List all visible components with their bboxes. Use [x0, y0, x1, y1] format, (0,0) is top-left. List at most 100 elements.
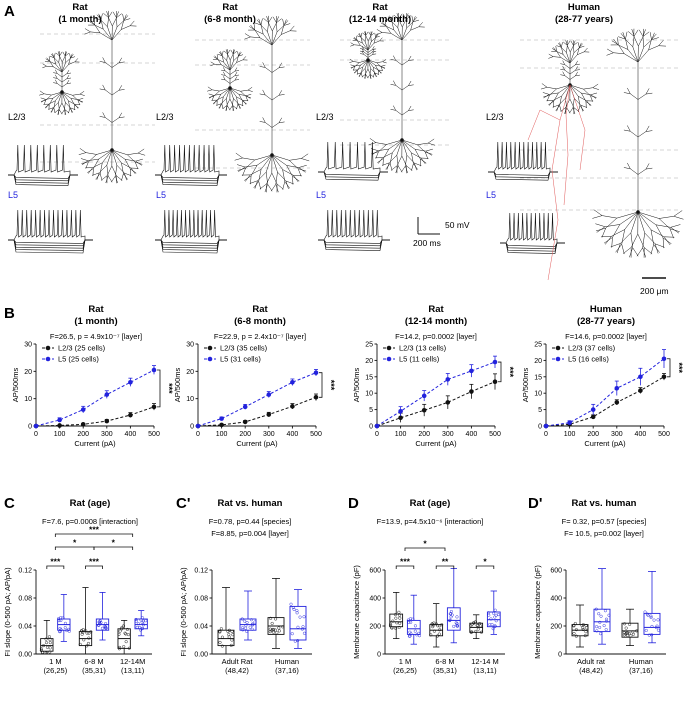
- category-label: 1 M: [49, 657, 62, 666]
- scale-um-label: 200 μm: [640, 286, 669, 296]
- data-dot: [622, 633, 626, 637]
- data-dot: [82, 638, 86, 642]
- data-dot: [389, 622, 393, 626]
- panel-c2-stat1: F=0.78, p=0.44 [species]: [209, 517, 292, 526]
- data-dot: [96, 623, 101, 627]
- panel-d-letter: D: [348, 495, 359, 512]
- data-dot: [626, 633, 630, 637]
- data-dot: [126, 633, 130, 637]
- trace-l23-col2: [155, 144, 227, 186]
- boxplot-C: 0.00 0.04 0.08 0.12 FI slope (0-500 pA; AP/p…: [3, 525, 152, 675]
- data-dot: [250, 622, 254, 626]
- data-dot: [141, 616, 145, 620]
- col2-title: Rat: [222, 2, 238, 13]
- neuron-l5-col2: [234, 15, 310, 193]
- data-dot: [298, 615, 302, 619]
- neuron-morphologies: [39, 10, 684, 281]
- data-dot: [39, 647, 43, 651]
- soma: [228, 86, 232, 90]
- sig-bracket: [667, 358, 671, 378]
- trace-l23-col4: [488, 141, 558, 181]
- data-dot: [652, 618, 656, 622]
- data-dot: [415, 633, 419, 637]
- y-tick-label: 20: [24, 369, 32, 376]
- neuron-l23-col2: [207, 49, 253, 111]
- x-axis-label: Current (pA): [236, 439, 278, 448]
- x-tick-label: 400: [125, 431, 137, 438]
- y-tick-label: 30: [186, 342, 194, 349]
- data-dot: [438, 628, 442, 632]
- x-tick-label: 400: [287, 431, 299, 438]
- data-dot: [645, 612, 649, 616]
- y-tick-label: 0: [28, 424, 32, 431]
- category-label: (13,11): [473, 666, 497, 675]
- data-point: [492, 359, 498, 365]
- data-dot: [431, 623, 435, 627]
- neuron-l5-col1: [78, 10, 146, 184]
- data-point: [313, 370, 319, 376]
- trace-l5-col2: [155, 209, 227, 254]
- data-dot: [141, 623, 146, 627]
- data-point: [151, 367, 157, 373]
- data-dot: [449, 615, 453, 619]
- data-dot: [408, 634, 412, 638]
- data-dot: [452, 624, 456, 628]
- x-tick-label: 300: [263, 431, 275, 438]
- data-dot: [431, 625, 435, 629]
- data-point: [445, 377, 451, 382]
- data-dot: [475, 623, 479, 627]
- trace-l5-col3: [318, 209, 390, 251]
- data-dot: [598, 625, 602, 629]
- data-dot: [449, 609, 453, 614]
- data-dot: [241, 626, 245, 630]
- label-l5-col3: L5: [316, 190, 326, 200]
- data-dot: [434, 622, 438, 626]
- data-dot: [437, 632, 441, 636]
- data-dot: [388, 624, 393, 628]
- data-dot: [398, 613, 402, 617]
- y-tick-label: 0: [190, 424, 194, 431]
- data-dot: [629, 634, 633, 638]
- panel-c2-stat2: F=8.85, p=0.004 [layer]: [211, 529, 289, 538]
- data-point: [445, 400, 451, 405]
- series-line-1: [376, 361, 496, 427]
- y-axis-label: AP/500ms: [352, 367, 361, 402]
- y-axis-label: AP/500ms: [521, 367, 530, 402]
- data-dot: [440, 623, 444, 627]
- col3-title: Rat: [372, 2, 388, 13]
- data-dot: [243, 619, 247, 623]
- data-point: [33, 423, 39, 429]
- data-dot: [270, 621, 274, 625]
- soma: [270, 153, 274, 157]
- data-point: [151, 404, 157, 410]
- data-dot: [476, 627, 480, 631]
- data-dot: [490, 623, 494, 627]
- data-dot: [391, 619, 395, 623]
- data-dot: [227, 633, 231, 637]
- data-point: [219, 422, 224, 428]
- sig-12m-layer-label: *: [483, 557, 487, 567]
- data-dot: [48, 646, 52, 650]
- data-dot: [122, 645, 126, 649]
- data-dot: [595, 625, 599, 629]
- data-dot: [245, 621, 249, 625]
- data-point: [104, 392, 110, 397]
- y-axis-label: Membrane capacitance (pF): [533, 565, 542, 659]
- y-tick-label: 0: [538, 424, 542, 431]
- data-point: [590, 407, 596, 412]
- data-dot: [48, 650, 52, 654]
- data-point: [492, 379, 498, 385]
- data-dot: [134, 618, 138, 622]
- data-point: [80, 422, 86, 427]
- sig-1m-vs-6m-label: *: [73, 538, 77, 548]
- sig-bracket: [157, 369, 161, 408]
- sig-label: ***: [326, 380, 336, 391]
- data-dot: [81, 628, 85, 632]
- fi-subtitle: (12-14 month): [405, 316, 467, 327]
- series-line-1: [197, 372, 317, 427]
- data-dot: [654, 626, 658, 630]
- neuron-l5-col4: [592, 28, 684, 258]
- sig-bracket: [498, 361, 502, 383]
- category-label: 12-14 M: [471, 657, 499, 666]
- category-label: (37,16): [275, 666, 299, 675]
